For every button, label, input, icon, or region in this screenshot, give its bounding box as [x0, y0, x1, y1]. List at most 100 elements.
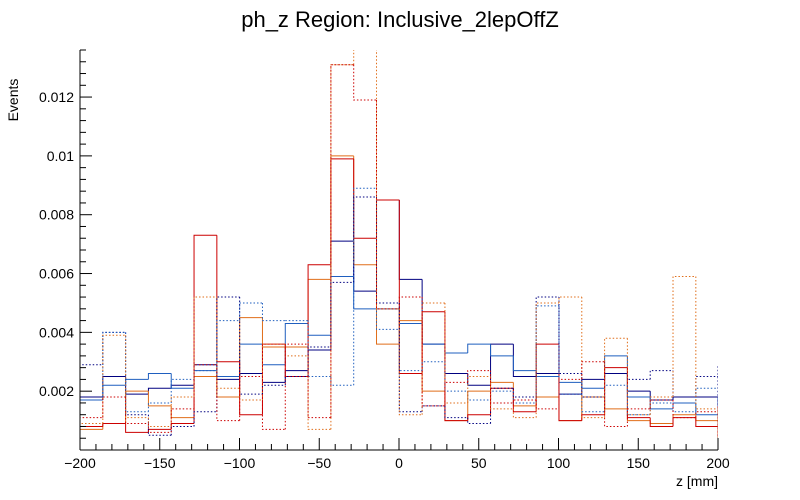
histogram-bin: [558, 378, 582, 409]
histogram-bin: [558, 305, 582, 395]
histogram-bin: [672, 414, 696, 424]
histogram-bin: [581, 373, 605, 398]
histogram-bin: [353, 276, 377, 310]
histogram-bin: [558, 397, 582, 422]
histogram-bin: [490, 387, 514, 424]
histogram-bin: [216, 297, 240, 389]
histogram-bin: [284, 344, 309, 377]
histogram-bin: [512, 388, 537, 398]
histogram-bin: [376, 197, 400, 304]
histogram-bin: [398, 200, 423, 375]
y-tick-label: 0.008: [39, 207, 74, 223]
histogram-bin: [490, 376, 514, 410]
histogram-bin: [193, 370, 217, 389]
histogram-bin: [239, 343, 263, 377]
histogram-bin: [216, 364, 240, 380]
histogram-bin: [626, 385, 651, 416]
histogram-bin: [398, 200, 423, 280]
histogram-bin: [80, 399, 103, 450]
histogram-bin: [512, 355, 537, 372]
histogram-bin: [239, 361, 263, 416]
histogram-bin: [307, 346, 331, 377]
histogram-bin: [444, 381, 468, 406]
histogram-bin: [216, 296, 240, 412]
histogram-bin: [444, 311, 468, 422]
histogram-bin: [421, 323, 445, 345]
histogram-bin: [80, 417, 103, 450]
histogram-bin: [307, 264, 331, 377]
histogram-bin: [216, 320, 240, 371]
x-tick-label: −200: [64, 455, 96, 471]
histogram-bin: [307, 349, 331, 371]
y-tick-label: 0.006: [39, 266, 74, 282]
series-7: [80, 64, 718, 450]
histogram-bin: [330, 240, 354, 350]
histogram-bin: [649, 370, 674, 380]
histogram-bin: [284, 375, 309, 386]
histogram-bin: [604, 367, 628, 415]
histogram-bin: [125, 332, 149, 416]
plot-area: [80, 50, 718, 450]
histogram-bin: [307, 320, 331, 377]
histogram-bin: [125, 332, 149, 413]
histogram-bin: [398, 329, 423, 372]
chart-title: ph_z Region: Inclusive_2lepOffZ: [241, 7, 559, 32]
histogram-bin: [330, 64, 354, 418]
y-tick-label: 0.01: [47, 148, 74, 164]
histogram-bin: [398, 302, 423, 413]
histogram-bin: [421, 297, 445, 407]
histogram-bin: [170, 378, 195, 403]
histogram-bin: [353, 155, 377, 266]
histogram-bin: [490, 390, 514, 400]
histogram-bin: [80, 364, 103, 450]
histogram-bin: [261, 343, 286, 400]
histogram-bin: [672, 402, 696, 409]
histogram-bin: [398, 296, 423, 309]
histogram-bin: [330, 155, 354, 280]
histogram-bin: [125, 397, 149, 425]
histogram-bin: [626, 338, 651, 416]
histogram-bin: [239, 302, 263, 321]
y-axis-ticks: 0.002 0.004 0.006 0.008 0.01 0.012: [39, 49, 92, 439]
histogram-bin: [307, 344, 331, 419]
histogram-bin: [239, 317, 263, 398]
histogram-bin: [102, 375, 126, 398]
histogram-bin: [581, 414, 605, 421]
histogram-bin: [376, 199, 400, 292]
y-tick-label: 0.012: [39, 89, 74, 105]
histogram-bin: [239, 375, 263, 421]
x-axis-ticks: −200 −150 −100 −50 0 50 100 150 200: [64, 438, 730, 471]
x-tick-label: −100: [224, 455, 256, 471]
histogram-bin: [626, 373, 651, 392]
histogram-bin: [672, 275, 696, 398]
histogram-bin: [170, 408, 195, 433]
histogram-bin: [147, 402, 172, 412]
histogram-bin: [376, 188, 400, 330]
histogram-bin: [261, 317, 286, 348]
histogram-bin: [581, 361, 605, 380]
histogram-bin: [604, 361, 628, 427]
histogram-bin: [102, 384, 126, 400]
histogram-bin: [421, 311, 445, 374]
histogram-bin: [649, 399, 674, 409]
histogram-bin: [80, 396, 103, 450]
histogram-bin: [170, 373, 195, 389]
histogram-bin: [604, 397, 628, 410]
histogram-bin: [307, 323, 331, 336]
histogram-bin: [558, 296, 582, 303]
x-tick-label: 100: [547, 455, 571, 471]
histogram-bin: [467, 417, 491, 425]
histogram-bin: [307, 355, 331, 430]
histogram-bin: [330, 281, 354, 348]
histogram-bin: [626, 408, 651, 427]
histogram-bin: [261, 343, 286, 415]
histogram-bin: [535, 343, 559, 412]
histogram-bin: [353, 196, 377, 283]
histogram-bin: [353, 64, 377, 101]
histogram-bin: [102, 331, 126, 365]
histogram-bin: [581, 378, 605, 395]
histogram-bin: [216, 364, 240, 422]
histogram-bin: [467, 391, 491, 401]
histogram-bin: [80, 423, 103, 450]
